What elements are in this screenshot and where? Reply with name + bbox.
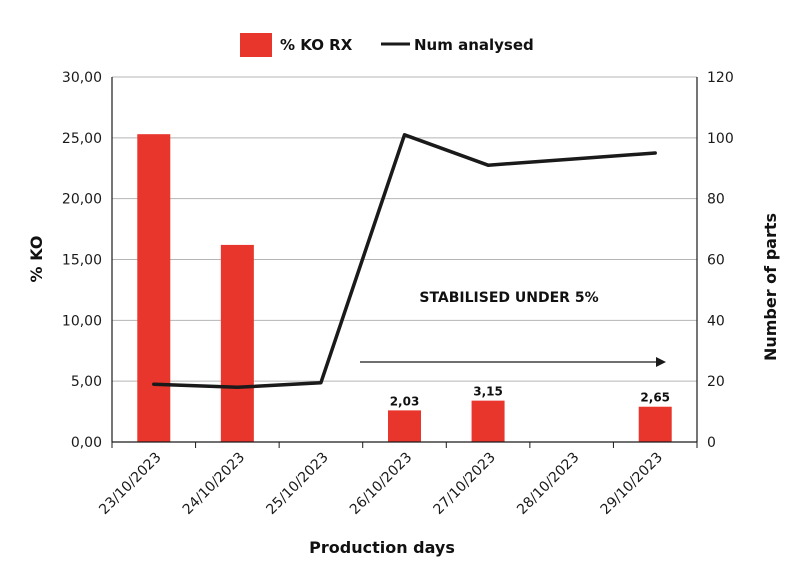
left-axis-title: % KO	[27, 236, 46, 283]
x-tick-label: 25/10/2023	[263, 450, 331, 518]
x-tick-label: 24/10/2023	[180, 450, 248, 518]
left-tick-label: 15,00	[62, 253, 102, 269]
x-tick-label: 26/10/2023	[347, 450, 415, 518]
bar	[638, 406, 672, 442]
annotation-text: STABILISED UNDER 5%	[419, 290, 598, 306]
line-series	[152, 133, 657, 390]
bar-data-label: 2,65	[640, 391, 670, 405]
line-path	[152, 133, 657, 390]
right-axis-title: Number of parts	[761, 213, 780, 361]
data-labels: 2,03 3,15 2,65	[390, 385, 670, 409]
right-tick-label: 80	[707, 192, 725, 208]
bar	[471, 400, 505, 442]
right-axis-ticks: 0 20 40 60 80 100 120	[707, 70, 734, 451]
bar	[220, 244, 254, 442]
legend-line-label: Num analysed	[414, 36, 534, 54]
bar-series	[137, 134, 672, 442]
right-tick-label: 120	[707, 70, 734, 86]
right-tick-label: 100	[707, 131, 734, 147]
left-axis-ticks: 0,00 5,00 10,00 15,00 20,00 25,00 30,00	[62, 70, 102, 451]
right-tick-label: 0	[707, 435, 716, 451]
legend-bar-label: % KO RX	[280, 36, 353, 54]
x-tick-label: 29/10/2023	[598, 450, 666, 518]
x-tick-label: 23/10/2023	[96, 450, 164, 518]
right-tick-label: 60	[707, 253, 725, 269]
legend: % KO RX Num analysed	[240, 33, 534, 57]
left-tick-label: 0,00	[71, 435, 102, 451]
bar	[388, 410, 421, 442]
right-tick-label: 20	[707, 374, 725, 390]
left-tick-label: 30,00	[62, 70, 102, 86]
bar-data-label: 2,03	[390, 394, 420, 408]
x-axis-ticks: 23/10/2023 24/10/2023 25/10/2023 26/10/2023…	[96, 450, 666, 518]
bar-data-label: 3,15	[473, 385, 503, 399]
left-tick-label: 5,00	[71, 374, 102, 390]
bar	[137, 134, 171, 442]
left-tick-label: 10,00	[62, 313, 102, 329]
left-tick-label: 20,00	[62, 192, 102, 208]
left-tick-label: 25,00	[62, 131, 102, 147]
annotation-arrowhead	[656, 357, 666, 367]
x-axis-title: Production days	[309, 538, 455, 557]
x-tick-label: 28/10/2023	[514, 450, 582, 518]
x-tick-label: 27/10/2023	[431, 450, 499, 518]
legend-bar-swatch	[240, 33, 272, 57]
plot-frame	[111, 77, 698, 448]
annotation: STABILISED UNDER 5%	[360, 290, 666, 367]
right-tick-label: 40	[707, 313, 725, 329]
